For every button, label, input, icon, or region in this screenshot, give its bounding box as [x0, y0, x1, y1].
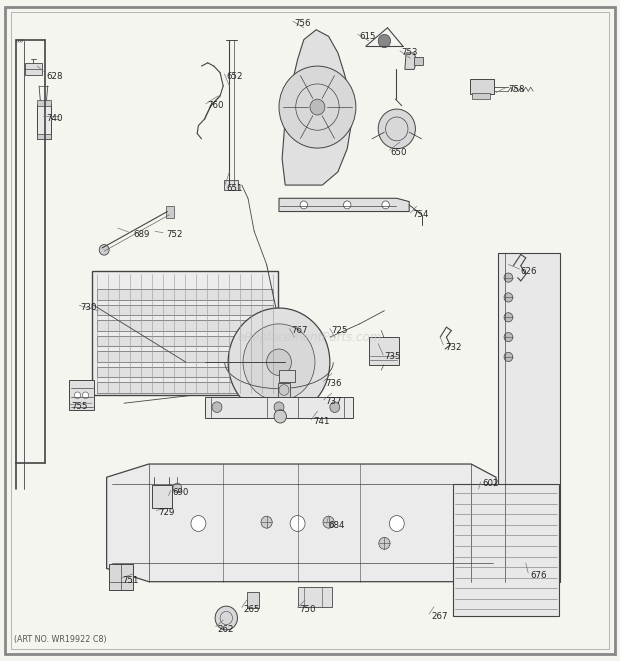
- Circle shape: [323, 516, 334, 528]
- Polygon shape: [279, 198, 409, 212]
- Text: 676: 676: [530, 570, 547, 580]
- Text: 730: 730: [81, 303, 97, 312]
- Bar: [470, 79, 494, 94]
- Circle shape: [173, 483, 182, 492]
- Text: 740: 740: [46, 114, 63, 124]
- Bar: [69, 380, 94, 410]
- Circle shape: [382, 201, 389, 209]
- Text: 652: 652: [226, 71, 243, 81]
- Text: 628: 628: [46, 71, 63, 81]
- Circle shape: [274, 410, 286, 423]
- Bar: [97, 367, 273, 377]
- Bar: [97, 382, 273, 393]
- Bar: [152, 485, 172, 508]
- Text: 651: 651: [226, 184, 243, 193]
- Text: (ART NO. WR19922 C8): (ART NO. WR19922 C8): [14, 635, 106, 644]
- Text: 741: 741: [313, 417, 330, 426]
- Bar: [279, 370, 294, 382]
- Text: 729: 729: [158, 508, 174, 517]
- Text: 690: 690: [172, 488, 188, 497]
- Polygon shape: [107, 464, 496, 582]
- Circle shape: [504, 352, 513, 362]
- Circle shape: [343, 201, 351, 209]
- Circle shape: [279, 385, 289, 395]
- Text: 684: 684: [329, 521, 345, 530]
- Circle shape: [261, 516, 272, 528]
- Bar: [25, 63, 42, 75]
- Text: 689: 689: [133, 230, 149, 239]
- Circle shape: [379, 537, 390, 549]
- Circle shape: [74, 392, 81, 399]
- Bar: [108, 564, 133, 590]
- Bar: [166, 206, 174, 218]
- Text: 736: 736: [326, 379, 342, 388]
- Bar: [97, 320, 273, 330]
- Bar: [498, 253, 560, 582]
- Text: 725: 725: [332, 326, 348, 335]
- Bar: [369, 337, 399, 365]
- Polygon shape: [282, 30, 352, 185]
- Circle shape: [389, 516, 404, 531]
- Text: 737: 737: [326, 397, 342, 407]
- Bar: [37, 100, 51, 106]
- Bar: [97, 351, 273, 362]
- Text: 758: 758: [508, 85, 525, 94]
- Circle shape: [504, 332, 513, 342]
- Circle shape: [243, 324, 315, 401]
- Circle shape: [82, 392, 89, 399]
- Bar: [472, 93, 490, 99]
- Circle shape: [290, 516, 305, 531]
- Circle shape: [330, 402, 340, 412]
- Text: 767: 767: [291, 326, 308, 335]
- Bar: [205, 397, 353, 418]
- Text: 732: 732: [445, 342, 462, 352]
- Circle shape: [99, 245, 109, 255]
- Text: 750: 750: [299, 605, 316, 614]
- Circle shape: [504, 273, 513, 282]
- Text: 760: 760: [208, 101, 224, 110]
- Text: 735: 735: [384, 352, 401, 362]
- Bar: [414, 57, 423, 65]
- Text: 267: 267: [431, 611, 448, 621]
- Circle shape: [279, 66, 356, 148]
- Text: 754: 754: [412, 210, 429, 219]
- Bar: [37, 134, 51, 139]
- Circle shape: [267, 349, 291, 375]
- Bar: [247, 592, 259, 608]
- Bar: [453, 484, 559, 616]
- Text: 755: 755: [71, 402, 88, 411]
- Circle shape: [215, 606, 237, 630]
- Circle shape: [191, 516, 206, 531]
- Circle shape: [310, 99, 325, 115]
- Text: 753: 753: [402, 48, 418, 58]
- Text: eReplacementParts.com: eReplacementParts.com: [238, 330, 382, 344]
- Text: 650: 650: [391, 147, 407, 157]
- Bar: [298, 587, 332, 607]
- Circle shape: [504, 293, 513, 302]
- Text: 265: 265: [244, 605, 260, 614]
- Circle shape: [300, 201, 308, 209]
- Text: 626: 626: [521, 266, 538, 276]
- Text: 262: 262: [217, 625, 234, 634]
- Text: 752: 752: [166, 230, 183, 239]
- Bar: [278, 383, 290, 397]
- Circle shape: [504, 313, 513, 322]
- Polygon shape: [405, 53, 417, 69]
- Text: 602: 602: [482, 479, 499, 488]
- Circle shape: [274, 402, 284, 412]
- Bar: [97, 289, 273, 299]
- Bar: [97, 336, 273, 346]
- Circle shape: [212, 402, 222, 412]
- Circle shape: [378, 109, 415, 149]
- Bar: [92, 271, 278, 395]
- Text: 615: 615: [360, 32, 376, 41]
- Bar: [37, 104, 51, 139]
- Circle shape: [228, 308, 330, 416]
- Bar: [224, 180, 238, 190]
- Text: 751: 751: [123, 576, 140, 585]
- Bar: [97, 305, 273, 315]
- Circle shape: [378, 34, 391, 48]
- Text: 756: 756: [294, 19, 311, 28]
